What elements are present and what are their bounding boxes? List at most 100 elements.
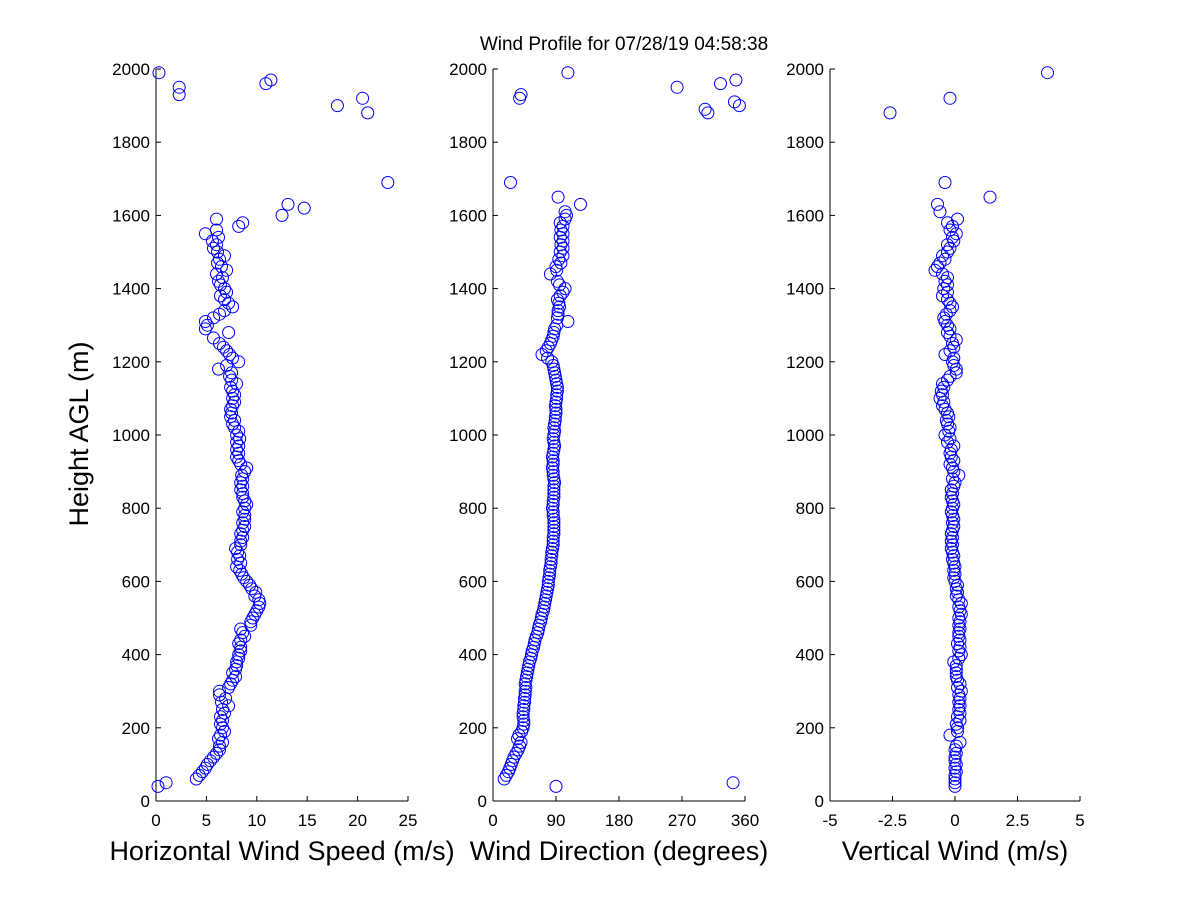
direction-data-point (556, 219, 570, 233)
vertical-data-point (943, 223, 957, 237)
vertical-data-point (941, 238, 954, 252)
speed-data-point (234, 483, 248, 497)
vertical-ytick-label: 0 (815, 792, 824, 811)
vertical-ytick-label: 600 (796, 572, 824, 591)
direction-data-point (714, 77, 727, 91)
speed-data-point (224, 402, 238, 416)
speed-data-point (214, 289, 227, 303)
vertical-data-point (941, 326, 954, 339)
vertical-data-point (952, 611, 966, 625)
speed-xtick-label: 0 (151, 811, 160, 830)
speed-data-point (246, 611, 260, 625)
speed-ytick-label: 0 (141, 792, 150, 811)
speed-data-point (232, 648, 246, 662)
vertical-data-point (938, 176, 952, 189)
speed-ytick-label: 1400 (112, 280, 150, 299)
direction-data-point (514, 735, 528, 749)
speed-data-point (281, 197, 295, 211)
speed-data-point (231, 552, 245, 566)
vertical-data-point (946, 494, 959, 508)
speed-data-point (218, 293, 231, 307)
speed-data-point (228, 413, 242, 427)
direction-data-point (547, 490, 561, 504)
vertical-data-point (934, 384, 948, 398)
vertical-data-point (953, 706, 967, 720)
speed-data-point (172, 88, 186, 102)
speed-data-point (213, 739, 226, 753)
vertical-data-point (949, 739, 963, 753)
direction-data-point (546, 538, 560, 552)
y-axis-label: Height AGL (m) (64, 341, 94, 526)
speed-data-point (230, 435, 244, 449)
speed-data-point (225, 366, 239, 380)
speed-data-point (248, 607, 262, 621)
speed-data-point (238, 512, 252, 526)
speed-data-point (220, 344, 234, 358)
vertical-xtick-label: 2.5 (1006, 811, 1030, 830)
vertical-ytick-label: 400 (796, 646, 824, 665)
direction-series (497, 66, 746, 793)
direction-data-point (499, 768, 513, 782)
speed-data-point (264, 73, 278, 87)
direction-data-point (543, 567, 557, 581)
speed-data-point (233, 549, 247, 563)
direction-ytick-label: 800 (459, 499, 487, 518)
direction-x-axis-label: Wind Direction (degrees) (470, 836, 769, 866)
speed-data-point (240, 574, 254, 588)
speed-data-point (228, 395, 242, 409)
direction-data-point (561, 66, 575, 80)
vertical-ytick-label: 1200 (786, 353, 824, 372)
vertical-data-point (943, 91, 957, 105)
direction-data-point (507, 750, 521, 764)
speed-data-point (218, 249, 231, 263)
speed-data-point (217, 340, 230, 354)
speed-data-point (189, 772, 203, 786)
speed-data-point (252, 593, 266, 607)
vertical-data-point (953, 735, 967, 749)
direction-data-point (517, 717, 531, 731)
speed-data-point (236, 516, 250, 530)
direction-data-point (516, 710, 530, 724)
direction-data-point (546, 498, 560, 511)
speed-data-point (222, 296, 236, 310)
vertical-ytick-label: 800 (796, 499, 824, 518)
vertical-data-point (951, 212, 964, 226)
speed-data-point (232, 651, 246, 665)
speed-data-point (195, 765, 209, 779)
speed-data-point (234, 538, 248, 552)
direction-data-point (729, 73, 743, 87)
speed-ytick-label: 600 (122, 572, 150, 591)
vertical-data-point (948, 779, 962, 793)
direction-data-point (517, 703, 531, 716)
speed-data-point (234, 457, 248, 471)
speed-data-point (226, 399, 240, 413)
direction-data-point (518, 695, 531, 709)
vertical-data-point (931, 197, 944, 211)
vertical-data-point (946, 472, 959, 486)
speed-data-point (232, 355, 246, 369)
speed-data-point (238, 629, 252, 643)
speed-data-point (230, 659, 244, 673)
vertical-data-point (951, 681, 964, 694)
direction-data-point (574, 197, 587, 211)
vertical-data-point (933, 256, 947, 270)
speed-data-point (236, 216, 250, 230)
direction-data-point (554, 238, 568, 252)
vertical-data-point (952, 600, 966, 614)
direction-data-point (509, 746, 523, 760)
speed-data-point (234, 633, 248, 647)
speed-data-point (198, 761, 212, 775)
vertical-data-point (946, 219, 959, 233)
speed-data-point (234, 534, 248, 548)
speed-data-point (223, 348, 237, 361)
direction-data-point (556, 249, 570, 263)
speed-data-point (234, 644, 248, 658)
speed-data-point (235, 468, 249, 482)
vertical-data-point (946, 538, 959, 552)
speed-data-point (234, 527, 248, 541)
vertical-ytick-label: 1000 (786, 426, 824, 445)
speed-panel: 0 200 400 600 800 1000 1200 1400 1600 1800 2000 0 5 1… (109, 60, 454, 866)
speed-data-point (232, 219, 246, 233)
direction-ytick-label: 1200 (449, 353, 487, 372)
speed-data-point (225, 373, 239, 387)
